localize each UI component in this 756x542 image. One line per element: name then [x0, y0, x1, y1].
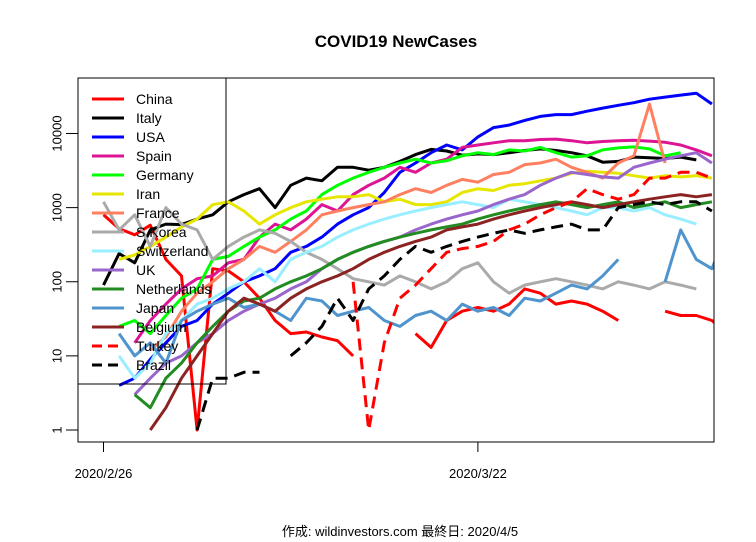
legend-label-10: Netherlands	[136, 281, 212, 297]
series-line-6	[149, 102, 667, 352]
series-belgium	[149, 193, 713, 431]
legend-label-8: Switzerland	[136, 243, 208, 259]
legend-label-13: Turkey	[136, 338, 178, 354]
series-line-3	[133, 137, 713, 344]
legend-label-2: USA	[136, 129, 165, 145]
series-line-8	[117, 197, 697, 380]
legend-label-4: Germany	[136, 167, 194, 183]
x-axis: 2020/2/26 2020/3/22	[75, 442, 507, 481]
series-italy	[102, 147, 697, 286]
x-tick-label-0: 2020/2/26	[75, 466, 133, 481]
series-line-1	[102, 147, 697, 286]
x-tick-label-1: 2020/3/22	[449, 466, 507, 481]
series-japan	[117, 228, 714, 365]
series-line-2	[118, 91, 713, 387]
legend-label-11: Japan	[136, 300, 174, 316]
series-usa	[118, 91, 713, 387]
series-line-13	[351, 170, 714, 432]
series-line-5	[118, 169, 713, 261]
legend-label-14: Brazil	[136, 357, 171, 373]
series-brazil	[195, 200, 713, 431]
y-tick-label-1: 10	[49, 349, 64, 363]
legend: China Italy USA Spain Germany Iran France S.Kor…	[77, 77, 227, 385]
legend-label-0: China	[136, 91, 173, 107]
series-turkey	[351, 170, 714, 432]
y-tick-label-0: 1	[49, 426, 64, 433]
legend-label-9: UK	[136, 262, 156, 278]
y-tick-label-3: 1000	[49, 193, 64, 222]
series-uk	[133, 151, 713, 396]
chart-title: COVID19 NewCases	[315, 32, 478, 51]
y-tick-label-2: 100	[49, 271, 64, 293]
series-spain	[133, 137, 713, 344]
series-line-7	[102, 201, 697, 295]
legend-label-5: Iran	[136, 186, 160, 202]
legend-label-12: Belgium	[136, 319, 187, 335]
y-axis: 1 10 100 1000 10000	[49, 115, 78, 434]
series-switzerland	[117, 197, 697, 380]
legend-label-3: Spain	[136, 148, 172, 164]
legend-label-6: France	[136, 205, 180, 221]
legend-box	[77, 77, 227, 385]
series-line-12	[149, 193, 713, 431]
legend-label-7: S.Korea	[136, 224, 187, 240]
series-iran	[118, 169, 713, 261]
series-layer	[102, 91, 714, 432]
series-line-9	[133, 151, 713, 396]
y-tick-label-4: 10000	[49, 115, 64, 151]
series-line-11	[117, 228, 714, 365]
chart-caption: 作成: wildinvestors.com 最終日: 2020/4/5	[282, 524, 518, 539]
series-s-korea	[102, 201, 697, 295]
series-france	[149, 102, 667, 352]
legend-label-1: Italy	[136, 110, 162, 126]
series-line-14	[195, 200, 713, 431]
